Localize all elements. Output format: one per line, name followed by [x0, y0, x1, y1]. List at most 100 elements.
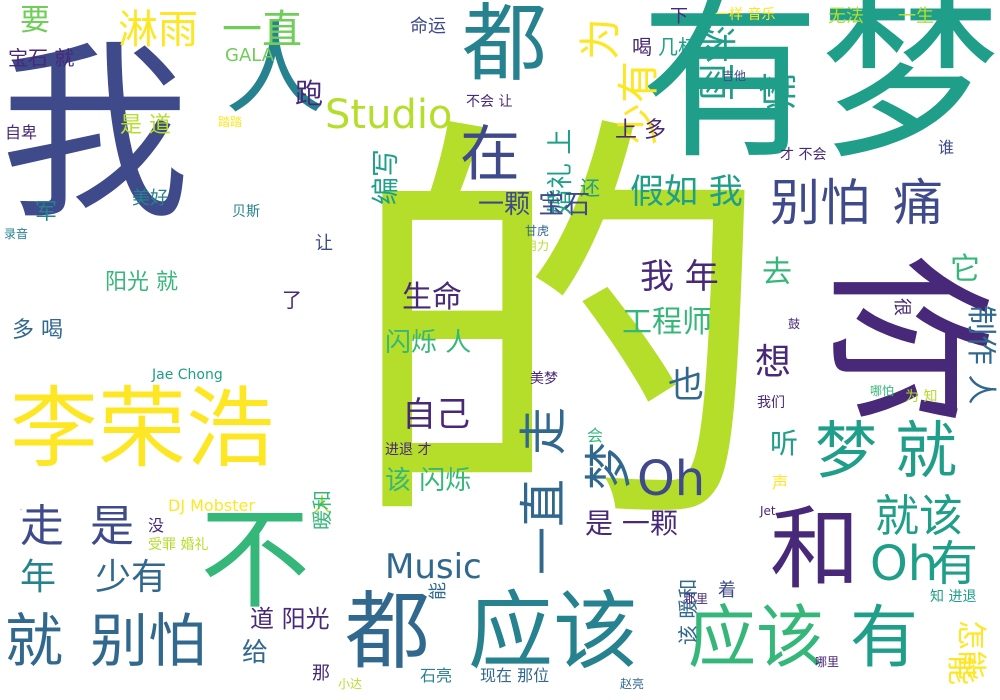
- word: 石亮: [420, 666, 453, 685]
- word: 闪烁 人: [385, 328, 472, 358]
- word: 那: [312, 663, 330, 684]
- word: 了: [282, 288, 302, 312]
- word: 阳光 就: [105, 270, 178, 295]
- word: 知 进退: [930, 589, 977, 605]
- word: 该 闪烁: [385, 466, 472, 496]
- word: 喝: [632, 35, 652, 59]
- word: 想: [755, 342, 792, 383]
- word: 让: [315, 233, 333, 254]
- word: 假如 我: [630, 172, 743, 212]
- word: Oh: [870, 536, 939, 592]
- word: 别怕: [90, 607, 207, 675]
- word: 听: [770, 427, 799, 460]
- word: Jae Chong: [152, 367, 223, 383]
- word: 痛: [757, 71, 801, 110]
- word: 下: [670, 6, 688, 27]
- word: 的: [345, 85, 775, 585]
- word: 贝斯: [232, 204, 260, 220]
- word: 我们: [757, 395, 785, 411]
- word: Jet: [760, 504, 776, 518]
- word: 暖和: [310, 490, 334, 530]
- word: 上 多: [615, 118, 666, 143]
- word: 美梦: [530, 371, 558, 387]
- word: 一颗 宝石: [478, 190, 591, 220]
- word: 我: [0, 24, 191, 245]
- word: 就该: [875, 491, 963, 542]
- word: 我 年: [640, 257, 719, 297]
- word: 淋雨: [694, 25, 738, 102]
- word: 哪里: [815, 655, 840, 669]
- word: 梦: [815, 414, 878, 487]
- word: 美好: [132, 188, 168, 209]
- word: 一生: [898, 6, 934, 27]
- word: 在: [460, 120, 520, 190]
- word: 多 喝: [12, 318, 63, 343]
- word: 工程师: [622, 305, 712, 340]
- word: 应该: [468, 583, 639, 682]
- word: 会: [587, 426, 604, 445]
- word: 军: [35, 200, 58, 225]
- word: 都: [462, 0, 548, 94]
- word: 制作 人: [963, 305, 998, 405]
- word: 一直: [222, 7, 302, 53]
- word: 吉他: [722, 69, 747, 83]
- word: 它: [950, 252, 980, 287]
- word: 别怕: [770, 174, 870, 232]
- word: 该 暖和: [676, 578, 700, 645]
- word: 现在 那位: [480, 666, 550, 685]
- word: 就: [5, 607, 64, 675]
- word: 有: [850, 599, 919, 678]
- word: 着: [718, 580, 736, 601]
- word: Studio: [325, 92, 453, 138]
- word: 一直: [516, 478, 572, 575]
- word: 宝石 就: [8, 46, 75, 70]
- word: 走 是: [20, 510, 23, 511]
- word: 用力: [525, 239, 550, 253]
- word: 编写: [369, 148, 402, 205]
- word: 也: [668, 365, 705, 406]
- word: 命运: [410, 16, 446, 37]
- word: 声: [772, 473, 789, 492]
- word: 鼓: [788, 317, 801, 331]
- word: 道 阳光: [250, 605, 330, 633]
- word: 人: [312, 493, 332, 517]
- word: GALA: [225, 45, 275, 66]
- word: 不会 让: [466, 94, 513, 110]
- word: 进退 才: [385, 442, 432, 458]
- word: 为 知: [905, 389, 938, 405]
- word: 要: [20, 3, 50, 38]
- word: 谁: [938, 138, 955, 157]
- word: 一样 音乐: [715, 7, 776, 23]
- word: 受罪 婚礼: [148, 537, 209, 553]
- word: 应该: [688, 599, 825, 678]
- word: 给: [242, 638, 269, 668]
- word: 走: [20, 501, 64, 552]
- word: 跑: [295, 77, 324, 110]
- word: 年: [20, 557, 57, 598]
- word: 是 一颗: [585, 507, 678, 540]
- word: 不: [200, 496, 310, 624]
- word: 还: [580, 176, 600, 200]
- word: Oh: [637, 451, 706, 507]
- word: 就: [895, 414, 958, 487]
- word: DJ Mobster: [168, 496, 255, 515]
- word: 哪怕: [870, 384, 895, 398]
- word: 录音: [4, 227, 29, 241]
- word: 甘虎: [525, 224, 550, 238]
- word: 赵亮: [620, 677, 645, 691]
- word: 踏踏: [218, 115, 243, 129]
- word: 和: [770, 497, 860, 602]
- word: 自己: [402, 395, 470, 435]
- word: 痛: [893, 174, 943, 232]
- word: 是 道: [120, 113, 171, 138]
- word: 有: [930, 536, 979, 592]
- word: 去: [762, 255, 792, 290]
- word: 生命: [402, 280, 462, 315]
- word: 很: [891, 298, 912, 316]
- word: Music: [385, 547, 482, 587]
- word: 没: [148, 516, 165, 535]
- word: 小达: [338, 677, 363, 691]
- word: 为: [576, 17, 625, 60]
- word: 有梦: [640, 0, 1000, 184]
